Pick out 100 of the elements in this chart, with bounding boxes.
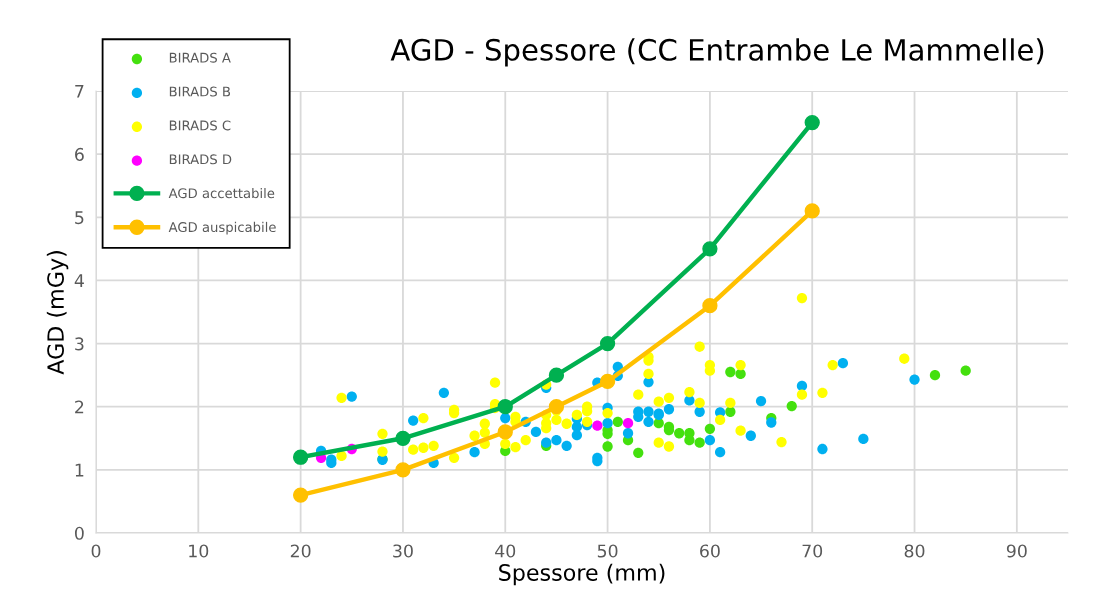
point bbox=[663, 392, 675, 404]
point bbox=[448, 452, 460, 464]
point bbox=[653, 437, 664, 448]
point bbox=[500, 412, 511, 424]
point bbox=[622, 428, 634, 439]
y-tick-label: 7 bbox=[75, 84, 84, 98]
point bbox=[622, 417, 634, 429]
x-tick-label: 0 bbox=[91, 544, 101, 558]
point bbox=[395, 430, 411, 446]
point bbox=[643, 368, 654, 380]
point bbox=[336, 450, 347, 462]
point bbox=[960, 365, 971, 376]
point bbox=[725, 397, 736, 409]
x-tick-label: 60 bbox=[700, 544, 720, 558]
point bbox=[929, 369, 941, 381]
point bbox=[837, 358, 849, 369]
point bbox=[796, 389, 808, 400]
point bbox=[899, 353, 910, 364]
legend-label: BIRADS B bbox=[169, 86, 231, 97]
point bbox=[599, 373, 616, 390]
point bbox=[500, 438, 511, 450]
point bbox=[520, 435, 531, 446]
point bbox=[827, 359, 838, 371]
point bbox=[786, 400, 797, 412]
point bbox=[395, 462, 411, 478]
point bbox=[510, 441, 521, 453]
point bbox=[592, 420, 603, 431]
point bbox=[418, 442, 429, 453]
point bbox=[548, 367, 565, 383]
x-tick-label: 20 bbox=[290, 544, 311, 558]
point bbox=[599, 335, 616, 352]
y-axis-title: AGD (mGy) bbox=[46, 251, 69, 375]
point bbox=[745, 430, 756, 441]
point bbox=[602, 441, 613, 452]
point bbox=[418, 412, 429, 424]
point bbox=[561, 440, 572, 452]
point bbox=[684, 435, 695, 446]
point bbox=[497, 424, 513, 440]
point bbox=[796, 380, 808, 392]
legend-label: AGD accettabile bbox=[168, 187, 275, 199]
y-tick-label: 5 bbox=[75, 211, 84, 225]
point bbox=[817, 443, 828, 455]
y-tick-label: 1 bbox=[75, 463, 84, 477]
point bbox=[694, 406, 705, 417]
point bbox=[714, 414, 726, 426]
legend-label: BIRADS C bbox=[169, 120, 231, 131]
x-tick-label: 70 bbox=[802, 544, 823, 558]
point bbox=[612, 416, 623, 428]
point bbox=[858, 433, 869, 445]
point bbox=[633, 389, 644, 400]
point bbox=[561, 418, 572, 429]
point bbox=[530, 426, 542, 438]
y-tick-label: 3 bbox=[75, 337, 84, 351]
y-tick-label: 0 bbox=[74, 526, 84, 540]
legend-label: BIRADS D bbox=[169, 154, 232, 165]
point bbox=[551, 414, 562, 426]
point bbox=[408, 415, 419, 426]
point bbox=[735, 425, 746, 436]
point bbox=[653, 396, 664, 407]
point bbox=[438, 387, 450, 398]
point bbox=[428, 440, 439, 452]
point bbox=[702, 241, 718, 257]
point bbox=[479, 427, 490, 438]
point bbox=[548, 399, 565, 415]
point bbox=[602, 407, 613, 419]
point bbox=[796, 292, 808, 304]
y-tick-label: 2 bbox=[75, 400, 84, 414]
legend-label: BIRADS A bbox=[169, 52, 231, 63]
point bbox=[408, 444, 419, 455]
point bbox=[755, 395, 767, 407]
point bbox=[469, 430, 480, 441]
y-tick-label: 4 bbox=[74, 274, 84, 288]
point bbox=[694, 437, 705, 448]
point bbox=[497, 399, 513, 415]
point bbox=[551, 435, 562, 446]
point bbox=[346, 391, 357, 402]
point bbox=[643, 406, 654, 417]
point bbox=[674, 428, 685, 439]
point bbox=[804, 203, 820, 219]
x-tick-label: 40 bbox=[495, 544, 516, 558]
point bbox=[704, 435, 716, 446]
point bbox=[643, 416, 654, 428]
point bbox=[684, 387, 695, 398]
point bbox=[817, 387, 828, 398]
x-axis-title: Spessore (mm) bbox=[499, 563, 665, 586]
point bbox=[909, 374, 920, 385]
point bbox=[633, 447, 644, 458]
point bbox=[663, 404, 675, 415]
point bbox=[571, 409, 583, 421]
x-tick-label: 10 bbox=[189, 544, 209, 558]
point bbox=[776, 436, 787, 448]
point bbox=[735, 368, 746, 380]
point bbox=[714, 447, 726, 458]
point bbox=[377, 446, 388, 457]
point bbox=[694, 397, 705, 409]
point bbox=[489, 377, 501, 388]
point bbox=[702, 298, 718, 314]
point bbox=[336, 392, 347, 404]
point bbox=[663, 441, 675, 452]
x-tick-label: 90 bbox=[1006, 544, 1027, 558]
